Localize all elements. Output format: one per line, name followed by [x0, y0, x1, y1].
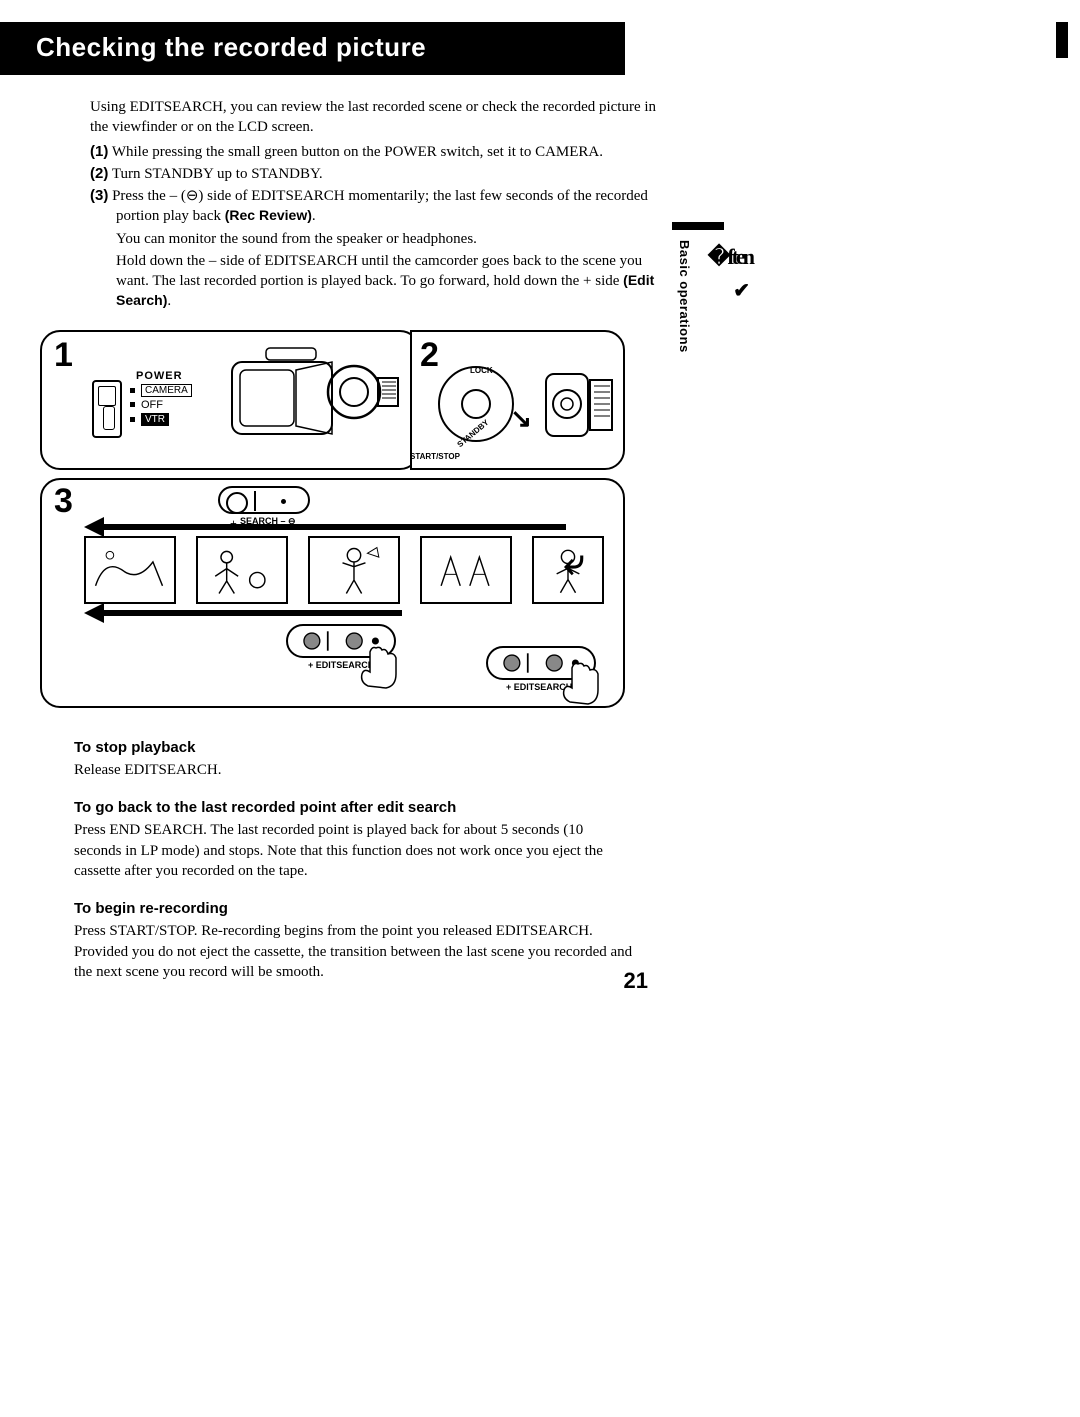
film-frame-3 [308, 536, 400, 604]
film-frame-1 [84, 536, 176, 604]
step-3: (3) Press the – (⊖) side of EDITSEARCH m… [90, 186, 660, 227]
power-label: POWER [136, 370, 212, 382]
diagram-num-1: 1 [54, 336, 73, 375]
steps-list: (1) While pressing the small green butto… [90, 142, 660, 312]
return-arrow-icon: ⤶ [564, 552, 584, 574]
main-content: Using EDITSEARCH, you can review the las… [90, 97, 660, 312]
step-2-text: Turn STANDBY up to STANDBY. [112, 166, 323, 182]
editsearch-button-top [218, 486, 310, 514]
step-3a-text: Press the – (⊖) side of EDITSEARCH momen… [112, 188, 648, 224]
film-arrow-left-2 [84, 603, 104, 623]
corner-mark [1056, 22, 1068, 58]
side-tab: Basic operations [677, 240, 695, 353]
step-3c-text: Hold down the – side of EDITSEARCH until… [116, 253, 642, 289]
diagram: 1 2 3 POWER CAMERA OFF VTR LOCK STANDBY [40, 330, 630, 710]
film-frame-4 [420, 536, 512, 604]
title-bar: Checking the recorded picture [0, 22, 625, 75]
film-bar [102, 524, 566, 530]
hand-press-icon-2 [558, 660, 604, 710]
film-bar-2 [102, 610, 402, 616]
film-frame-2 [196, 536, 288, 604]
step-3b: You can monitor the sound from the speak… [90, 229, 660, 249]
step-3-num: (3) [90, 187, 108, 204]
intro-text: Using EDITSEARCH, you can review the las… [90, 97, 660, 138]
hand-press-icon-1 [356, 644, 402, 694]
standby-dial: LOCK STANDBY ↘ [438, 366, 514, 442]
section-3-heading: To begin re-recording [74, 899, 634, 919]
step-1: (1) While pressing the small green butto… [90, 142, 660, 162]
step-3c: Hold down the – side of EDITSEARCH until… [90, 251, 660, 312]
hand-grip-illustration [538, 356, 616, 450]
camera-label: CAMERA [141, 384, 192, 397]
sections: To stop playback Release EDITSEARCH. To … [74, 738, 634, 983]
section-2-heading: To go back to the last recorded point af… [74, 798, 634, 818]
off-label: OFF [141, 399, 163, 411]
vtr-label: VTR [141, 413, 169, 426]
diagram-num-3: 3 [54, 482, 73, 521]
side-tab-label: Basic operations [677, 240, 692, 353]
startstop-label: START/STOP [410, 452, 460, 461]
step-2: (2) Turn STANDBY up to STANDBY. [90, 164, 660, 184]
section-1-body: Release EDITSEARCH. [74, 760, 634, 780]
film-arrow-left [84, 517, 104, 537]
section-1-heading: To stop playback [74, 738, 634, 758]
lock-label: LOCK [470, 366, 493, 375]
step-1-num: (1) [90, 143, 108, 160]
page-number: 21 [624, 968, 648, 994]
section-2-body: Press END SEARCH. The last recorded poin… [74, 820, 634, 881]
diagram-num-2: 2 [420, 336, 439, 375]
dial-arrow-icon: ↘ [510, 404, 532, 434]
margin-mark-2: ✔ [733, 278, 750, 303]
section-3-body: Press START/STOP. Re-recording begins fr… [74, 921, 634, 982]
rec-review-bold: (Rec Review) [225, 207, 312, 223]
step-2-num: (2) [90, 165, 108, 182]
power-switch-icon [92, 380, 122, 438]
side-tab-bar [672, 222, 724, 230]
margin-mark-1: �ften [708, 244, 752, 270]
step-1-text: While pressing the small green button on… [112, 144, 603, 160]
camcorder-illustration [226, 344, 402, 456]
page-title: Checking the recorded picture [36, 32, 607, 63]
power-switch-diagram: POWER CAMERA OFF VTR [92, 370, 212, 428]
